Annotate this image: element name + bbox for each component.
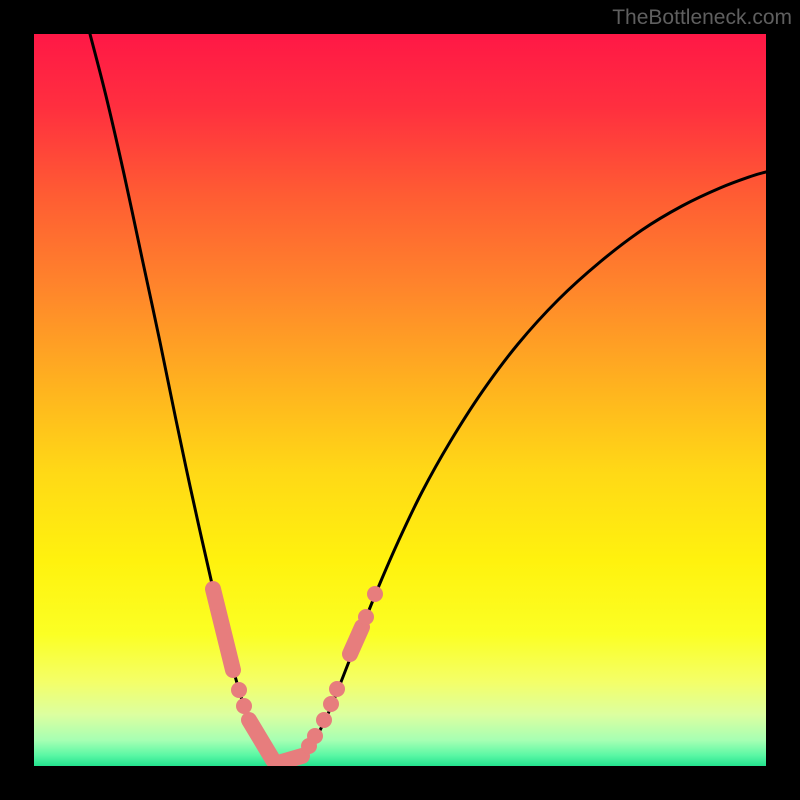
watermark-label: TheBottleneck.com [612,6,792,30]
